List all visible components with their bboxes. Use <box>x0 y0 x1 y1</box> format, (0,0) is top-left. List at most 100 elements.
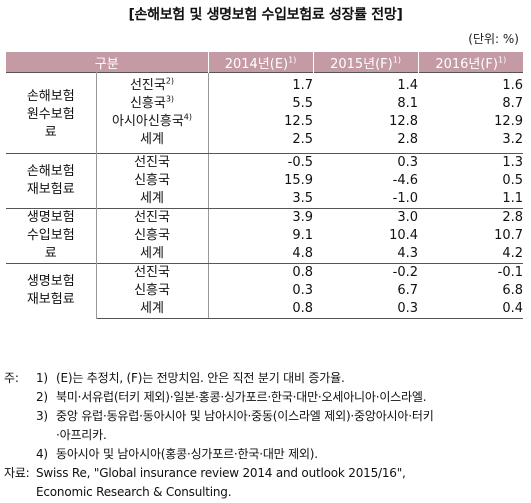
growth-table: 구분 2014년(E)1) 2015년(F)1) 2016년(F)1) 손해보험… <box>6 52 524 319</box>
region-cell: 선진국 <box>96 153 209 172</box>
source-line: 자료: Swiss Re, "Global insurance review 2… <box>4 464 526 483</box>
note-number: 2) <box>36 390 48 404</box>
value-cell: 3.9 <box>207 208 314 227</box>
region-cell: 세계 <box>96 190 209 209</box>
region-label: 신흥국 <box>129 96 166 111</box>
region-label: 선진국 <box>129 78 166 93</box>
note-text: 북미·서유럽(터키 제외)·일본·홍콩·싱가포르·한국·대만·오세아니아·이스라… <box>56 390 427 404</box>
value-cell: 0.3 <box>313 300 419 319</box>
value-cell: 12.8 <box>389 114 419 129</box>
value-cell: 12.9 <box>494 114 524 129</box>
group-label-line: 생명보험 <box>26 274 75 290</box>
value-cell: 1.1 <box>418 190 524 209</box>
value-cell: 0.8 <box>207 300 314 319</box>
value-cell: 1.7 <box>207 72 314 95</box>
table-row: 신흥국 15.9 -4.6 0.5 <box>6 172 523 190</box>
note-number: 3) <box>36 409 48 423</box>
notes-block: 주: 1) (E)는 추정치, (F)는 전망치임. 안은 직전 분기 대비 증… <box>4 369 526 502</box>
group-label-line: 료 <box>44 125 57 140</box>
region-label: 세계 <box>140 246 164 261</box>
note-item: 3) 중앙 유럽·동유럽·동아시아 및 남아시아·중동(이스라엘 제외)·중앙아… <box>4 407 526 426</box>
value-cell: 12.5 <box>207 113 314 131</box>
value-cell: 2.8 <box>313 131 419 154</box>
source-label: 자료: <box>4 466 30 480</box>
group-label-line: 재보험료 <box>26 292 75 308</box>
value-cell: 4.3 <box>313 245 419 264</box>
table-row: 세계 3.5 -1.0 1.1 <box>6 190 524 209</box>
table-row: 생명보험 재보험료 선진국 0.8 -0.2 -0.1 <box>6 263 524 319</box>
header-2015: 2015년(F)1) <box>312 52 419 73</box>
header-2014: 2014년(E)1) <box>207 52 314 73</box>
region-label: 세계 <box>140 132 164 147</box>
note-number: 4) <box>36 447 48 461</box>
value-cell: 3.0 <box>313 208 419 227</box>
value-cell: 2.5 <box>207 131 314 154</box>
region-cell: 선진국 <box>96 208 209 227</box>
note-number: 1) <box>36 371 48 385</box>
value-cell: 0.3 <box>313 153 419 172</box>
region-cell: 신흥국 <box>96 172 208 190</box>
region-cell: 신흥국 <box>96 227 208 245</box>
table-row: 세계 2.5 2.8 3.2 <box>6 131 524 154</box>
footnote-marker: 3) <box>165 94 175 104</box>
value-cell: 15.9 <box>207 172 314 190</box>
group-label-line: 료 <box>44 246 57 261</box>
table-row: 손해보험 원수보험 료 선진국2) 1.7 1.4 1.6 <box>6 72 524 154</box>
notes-label: 주: <box>4 371 19 385</box>
footnote-marker: 2) <box>165 76 175 86</box>
note-text: 중앙 유럽·동유럽·동아시아 및 남아시아·중동(이스라엘 제외)·중앙아시아·… <box>56 409 434 423</box>
source-text: Swiss Re, "Global insurance review 2014 … <box>36 466 406 480</box>
table-row: 아시아신흥국4) 12.5 12.8 12.9 <box>6 113 523 131</box>
note-item: 2) 북미·서유럽(터키 제외)·일본·홍콩·싱가포르·한국·대만·오세아니아·… <box>4 388 526 407</box>
note-text: 동아시아 및 남아시아(홍콩·싱가포르·한국·대만 제외). <box>56 447 318 461</box>
region-label: 신흥국 <box>134 283 170 298</box>
value-cell: 8.1 <box>397 96 419 111</box>
table-row: 신흥국3) 5.5 8.1 8.7 <box>6 95 523 113</box>
table-row: 세계 0.8 0.3 0.4 <box>6 300 524 319</box>
value-cell: 0.4 <box>418 300 524 319</box>
unit-label: (단위: %) <box>468 32 519 46</box>
value-cell: 0.8 <box>207 263 314 282</box>
group-label-line: 손해보험 <box>26 164 75 179</box>
region-label: 선진국 <box>134 210 170 225</box>
header-2016: 2016년(F)1) <box>417 52 524 73</box>
group-label-line: 생명보험 <box>26 210 75 225</box>
value-cell: -0.5 <box>207 153 314 172</box>
note-item: 주: 1) (E)는 추정치, (F)는 전망치임. 안은 직전 분기 대비 증… <box>4 369 526 388</box>
value-cell: -4.6 <box>392 173 419 188</box>
value-cell: 2.8 <box>418 208 524 227</box>
region-label: 선진국 <box>134 265 170 280</box>
region-label: 세계 <box>140 301 164 316</box>
region-cell: 선진국2) <box>96 72 209 95</box>
source-continuation: Economic Research & Consulting. <box>36 485 232 499</box>
note-item: 4) 동아시아 및 남아시아(홍콩·싱가포르·한국·대만 제외). <box>4 445 526 464</box>
note-continuation: ·아프리카. <box>56 428 107 442</box>
header-category: 구분 <box>6 52 209 73</box>
value-cell: 1.3 <box>418 153 524 172</box>
region-label: 신흥국 <box>134 173 170 188</box>
group-label-line: 원수보험 <box>26 107 75 122</box>
region-label: 선진국 <box>134 155 170 170</box>
value-cell: 6.7 <box>397 283 419 298</box>
value-cell: -1.0 <box>313 190 419 209</box>
value-cell: 1.4 <box>313 72 419 95</box>
value-cell: 1.6 <box>418 72 524 95</box>
value-cell: 8.7 <box>502 96 524 111</box>
group-label: 생명보험 수입보험 료 <box>6 208 97 264</box>
region-cell: 세계 <box>96 300 209 319</box>
group-label-line: 손해보험 <box>26 89 75 104</box>
region-label: 아시아신흥국 <box>112 114 184 129</box>
table-row: 생명보험 수입보험 료 선진국 3.9 3.0 2.8 <box>6 208 524 264</box>
value-cell: 4.2 <box>418 245 524 264</box>
group-label-line: 재보험료 <box>26 182 75 197</box>
value-cell: -0.2 <box>313 263 419 282</box>
region-cell: 세계 <box>96 131 209 154</box>
region-cell: 신흥국3) <box>96 95 208 113</box>
value-cell: 9.1 <box>207 227 314 245</box>
value-cell: 10.4 <box>389 228 419 243</box>
region-label: 신흥국 <box>134 228 170 243</box>
table-body: 손해보험 원수보험 료 선진국2) 1.7 1.4 1.6 신흥국3) 5.5 8.1 8.7 아시아… <box>6 72 524 319</box>
region-label: 세계 <box>140 191 164 206</box>
